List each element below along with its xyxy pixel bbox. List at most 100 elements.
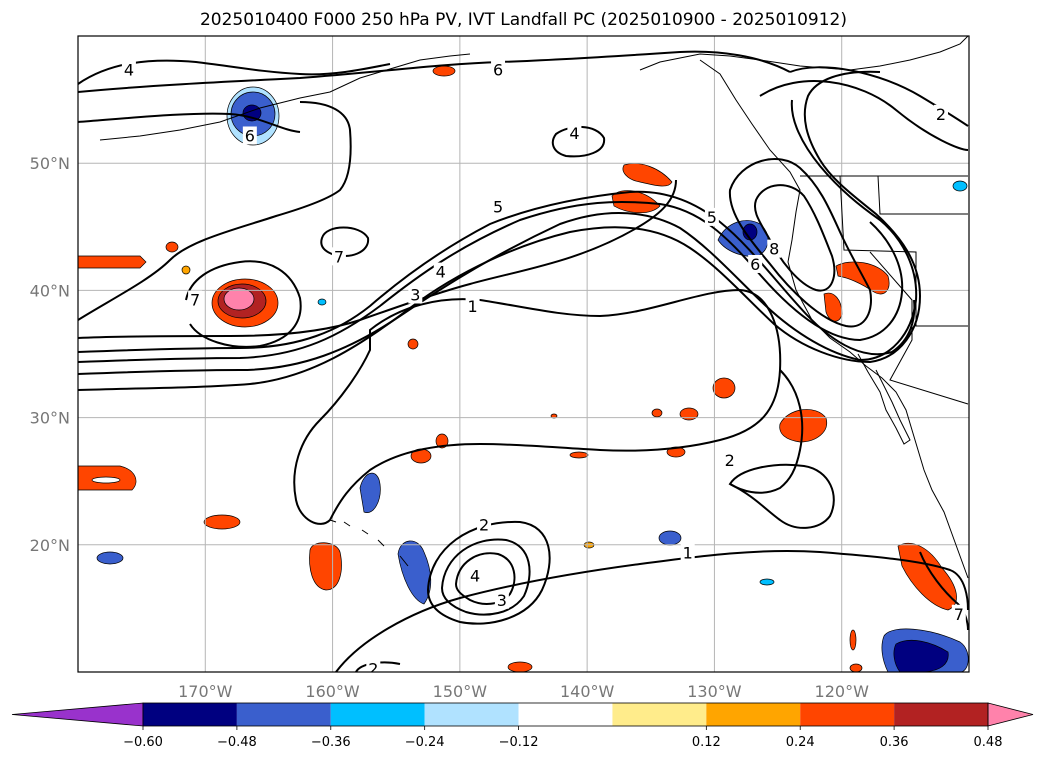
contour-3-hawaii xyxy=(440,538,531,616)
contour-label-bg-3 xyxy=(567,123,582,142)
colorbar-tick-labels: −0.60 −0.48 −0.36 −0.24 −0.12 0.12 0.24 0.36 0.4… xyxy=(123,726,1003,750)
colorbar-segment-6 xyxy=(706,703,801,726)
contour-label-0: 4 xyxy=(124,60,134,79)
shade-hawaii-blue2 xyxy=(397,540,432,605)
shade-small-c xyxy=(679,407,699,421)
shade-pink-core xyxy=(223,287,255,311)
contour-7-left xyxy=(185,260,302,348)
lon-label-2: 150°W xyxy=(433,682,488,701)
contour-label-8: 3 xyxy=(410,285,420,304)
contour-label-2: 6 xyxy=(245,126,255,145)
pc-shading xyxy=(78,65,969,672)
colorbar-segment-4 xyxy=(518,703,613,726)
contour-label-17: 3 xyxy=(497,591,507,610)
colorbar-segment-2 xyxy=(330,703,425,726)
contour-label-14: 2 xyxy=(725,451,735,470)
contour-label-bg-1 xyxy=(491,60,506,79)
border-states3 xyxy=(877,175,968,215)
contour-label-bg-7 xyxy=(433,262,448,281)
contour-coastal-loop2 xyxy=(754,184,836,292)
colorbar-segment-3 xyxy=(424,703,519,726)
map-background xyxy=(78,36,969,672)
map-frame xyxy=(77,35,970,673)
shade-small-red1 xyxy=(165,241,179,253)
contour-label-bg-4 xyxy=(933,104,948,123)
colorbar-segment-0 xyxy=(143,703,237,726)
contour-2-hawaii xyxy=(426,520,551,625)
lon-label-4: 130°W xyxy=(687,682,742,701)
contour-label-bg-14 xyxy=(722,450,737,469)
shade-small-j xyxy=(203,514,241,530)
contour-label-bg-15 xyxy=(477,515,492,534)
contour-5 xyxy=(78,99,918,375)
contour-label-bg-18 xyxy=(680,543,695,562)
contour-label-bg-2 xyxy=(242,126,257,145)
colorbar-extend-low xyxy=(11,702,144,727)
contour-label-bg-8 xyxy=(408,285,423,304)
contour-label-12: 8 xyxy=(769,240,779,259)
shade-small-n xyxy=(759,578,775,586)
shade-hawaii-blue1 xyxy=(359,472,381,513)
shade-small-q xyxy=(952,180,968,192)
shade-small-b xyxy=(712,377,736,399)
longitude-labels: 170°W 160°W 150°W 140°W 130°W 120°W xyxy=(178,682,869,701)
colorbar xyxy=(11,702,1034,727)
contour-3 xyxy=(78,190,916,356)
contour-2-big-east xyxy=(729,369,804,494)
contour-label-6: 7 xyxy=(334,247,344,266)
colorbar-tick-label-4: −0.12 xyxy=(499,735,539,750)
contour-label-bg-11 xyxy=(704,207,719,226)
shade-orange-hawaii xyxy=(309,542,342,591)
shade-small-red2 xyxy=(181,265,191,275)
colorbar-outline xyxy=(142,702,989,727)
contour-coastal-loop xyxy=(728,158,872,328)
contour-label-16: 4 xyxy=(470,567,480,586)
contour-1-big xyxy=(293,288,782,525)
contour-2-loop-east xyxy=(728,463,835,529)
shade-orange-ne1 xyxy=(622,163,673,187)
shade-small-k xyxy=(96,551,124,565)
lon-label-1: 160°W xyxy=(305,682,360,701)
contour-label-1: 6 xyxy=(493,60,503,79)
lon-label-0: 170°W xyxy=(178,682,233,701)
map-title: 2025010400 F000 250 hPa PV, IVT Landfall… xyxy=(199,10,847,30)
contour-label-bg-9 xyxy=(465,296,480,315)
contour-label-bg-6 xyxy=(331,247,346,266)
coast-baja xyxy=(857,353,911,445)
shade-bottom-dots xyxy=(507,661,533,672)
hawaii-islands xyxy=(329,519,409,567)
shade-small-p xyxy=(849,663,863,672)
contour-7-outline xyxy=(78,101,352,321)
contour-label-bg-0 xyxy=(121,60,136,79)
lon-label-3: 140°W xyxy=(560,682,615,701)
contour-label-13: 6 xyxy=(750,255,760,274)
lat-label-2: 30°N xyxy=(30,409,70,428)
border-states2 xyxy=(869,251,969,405)
contour-label-20: 2 xyxy=(368,659,378,678)
shade-left-strip xyxy=(78,255,147,269)
contour-label-19: 7 xyxy=(954,605,964,624)
lat-label-3: 20°N xyxy=(30,536,70,555)
contour-label-5: 5 xyxy=(493,198,503,217)
shade-small-blue xyxy=(317,298,327,306)
contour-6-top xyxy=(78,50,791,93)
contour-6 xyxy=(78,70,922,391)
contour-2-ne xyxy=(789,66,969,127)
contour-label-15: 2 xyxy=(479,516,489,535)
contour-label-bg-10 xyxy=(188,290,203,309)
contour-4-small xyxy=(551,126,606,158)
colorbar-tick-label-1: −0.48 xyxy=(217,735,257,750)
colorbar-segment-7 xyxy=(800,703,895,726)
coast-north-america xyxy=(639,36,969,579)
contour-label-bg-16 xyxy=(468,566,483,585)
colorbar-tick-label-0: −0.60 xyxy=(123,735,163,750)
lat-label-0: 50°N xyxy=(30,154,70,173)
colorbar-tick-label-3: −0.24 xyxy=(405,735,445,750)
shade-left-25N-core xyxy=(91,476,121,484)
contour-7-small xyxy=(320,226,370,257)
border-states1 xyxy=(839,175,968,327)
contour-label-9: 1 xyxy=(467,297,477,316)
colorbar-tick-label-2: −0.36 xyxy=(311,735,351,750)
colorbar-tick-label-8: 0.48 xyxy=(974,735,1003,750)
